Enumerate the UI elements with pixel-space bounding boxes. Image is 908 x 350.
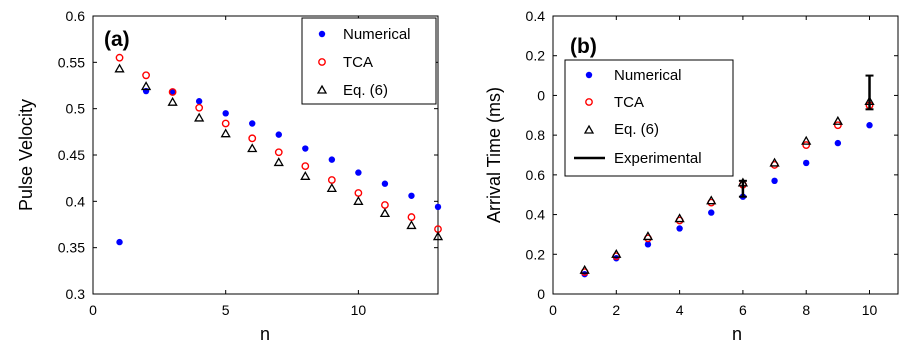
legend-a-numerical-label: Numerical <box>343 26 411 43</box>
b-x-tick-label: 10 <box>862 302 878 318</box>
b-x-tick-label: 0 <box>549 302 557 318</box>
panel-a-chart: (a) Pulse Velocity n 0 5 10 0.3 0.35 0.4 0.45 0… <box>16 8 442 344</box>
a-numerical-point <box>249 120 255 126</box>
a-numerical-point <box>355 169 361 175</box>
a-numerical-point <box>116 239 122 245</box>
a-y-tick-label: 0.35 <box>58 240 85 256</box>
panel-a-y-axis-label: Pulse Velocity <box>16 99 36 211</box>
b-numerical-point <box>708 209 714 215</box>
b-y-tick-label: 0.2 <box>526 246 546 262</box>
b-x-tick-label: 2 <box>612 302 620 318</box>
panel-b-x-axis-label: n <box>732 324 742 344</box>
a-numerical-point <box>329 156 335 162</box>
b-y-tick-label: 0 <box>537 286 545 302</box>
b-x-tick-label: 4 <box>676 302 684 318</box>
b-y-tick-label: 0.6 <box>526 167 546 183</box>
a-numerical-point <box>435 204 441 210</box>
legend-b-tca-label: TCA <box>614 94 644 111</box>
legend-a-numerical-marker <box>319 31 325 37</box>
a-numerical-point <box>196 98 202 104</box>
b-numerical-point <box>835 140 841 146</box>
legend-a-tca-label: TCA <box>343 54 373 71</box>
panel-a-x-axis-label: n <box>260 324 270 344</box>
panel-b-legend: Numerical TCA Eq. (6) Experimental <box>565 60 733 176</box>
panel-b-label: (b) <box>570 35 597 58</box>
panel-a-label: (a) <box>104 28 130 51</box>
b-numerical-point <box>771 178 777 184</box>
legend-b-experimental-label: Experimental <box>614 150 702 167</box>
panel-b-y-axis-label: Arrival Time (ms) <box>484 87 504 223</box>
panel-a-legend: Numerical TCA Eq. (6) <box>302 18 436 104</box>
a-y-tick-label: 0.6 <box>66 8 86 24</box>
a-x-tick-label: 5 <box>222 302 230 318</box>
b-x-tick-label: 8 <box>802 302 810 318</box>
a-x-tick-label: 0 <box>89 302 97 318</box>
a-numerical-point <box>382 181 388 187</box>
b-y-tick-label: 0.2 <box>526 48 546 64</box>
a-numerical-point <box>408 193 414 199</box>
a-y-tick-label: 0.4 <box>66 193 86 209</box>
a-y-tick-label: 0.3 <box>66 286 86 302</box>
panel-b-chart: (b) Arrival Time (ms) n 0 2 4 6 8 10 0 0.2 0.4 0.… <box>484 8 898 344</box>
b-numerical-point <box>866 122 872 128</box>
a-numerical-point <box>222 110 228 116</box>
b-numerical-point <box>803 160 809 166</box>
b-y-tick-label: 0 <box>537 87 545 103</box>
legend-a-eq6-label: Eq. (6) <box>343 82 388 99</box>
legend-b-numerical-label: Numerical <box>614 67 682 84</box>
a-numerical-point <box>276 131 282 137</box>
b-y-tick-label: 0.4 <box>526 207 546 223</box>
b-y-tick-label: 0.4 <box>526 8 546 24</box>
a-numerical-point <box>302 145 308 151</box>
legend-b-numerical-marker <box>586 72 592 78</box>
b-numerical-point <box>676 225 682 231</box>
a-x-tick-label: 10 <box>351 302 367 318</box>
a-y-tick-label: 0.45 <box>58 147 85 163</box>
a-y-tick-label: 0.5 <box>66 101 86 117</box>
a-y-tick-label: 0.55 <box>58 54 85 70</box>
legend-b-eq6-label: Eq. (6) <box>614 121 659 138</box>
b-x-tick-label: 6 <box>739 302 747 318</box>
b-y-tick-label: 0.8 <box>526 127 546 143</box>
